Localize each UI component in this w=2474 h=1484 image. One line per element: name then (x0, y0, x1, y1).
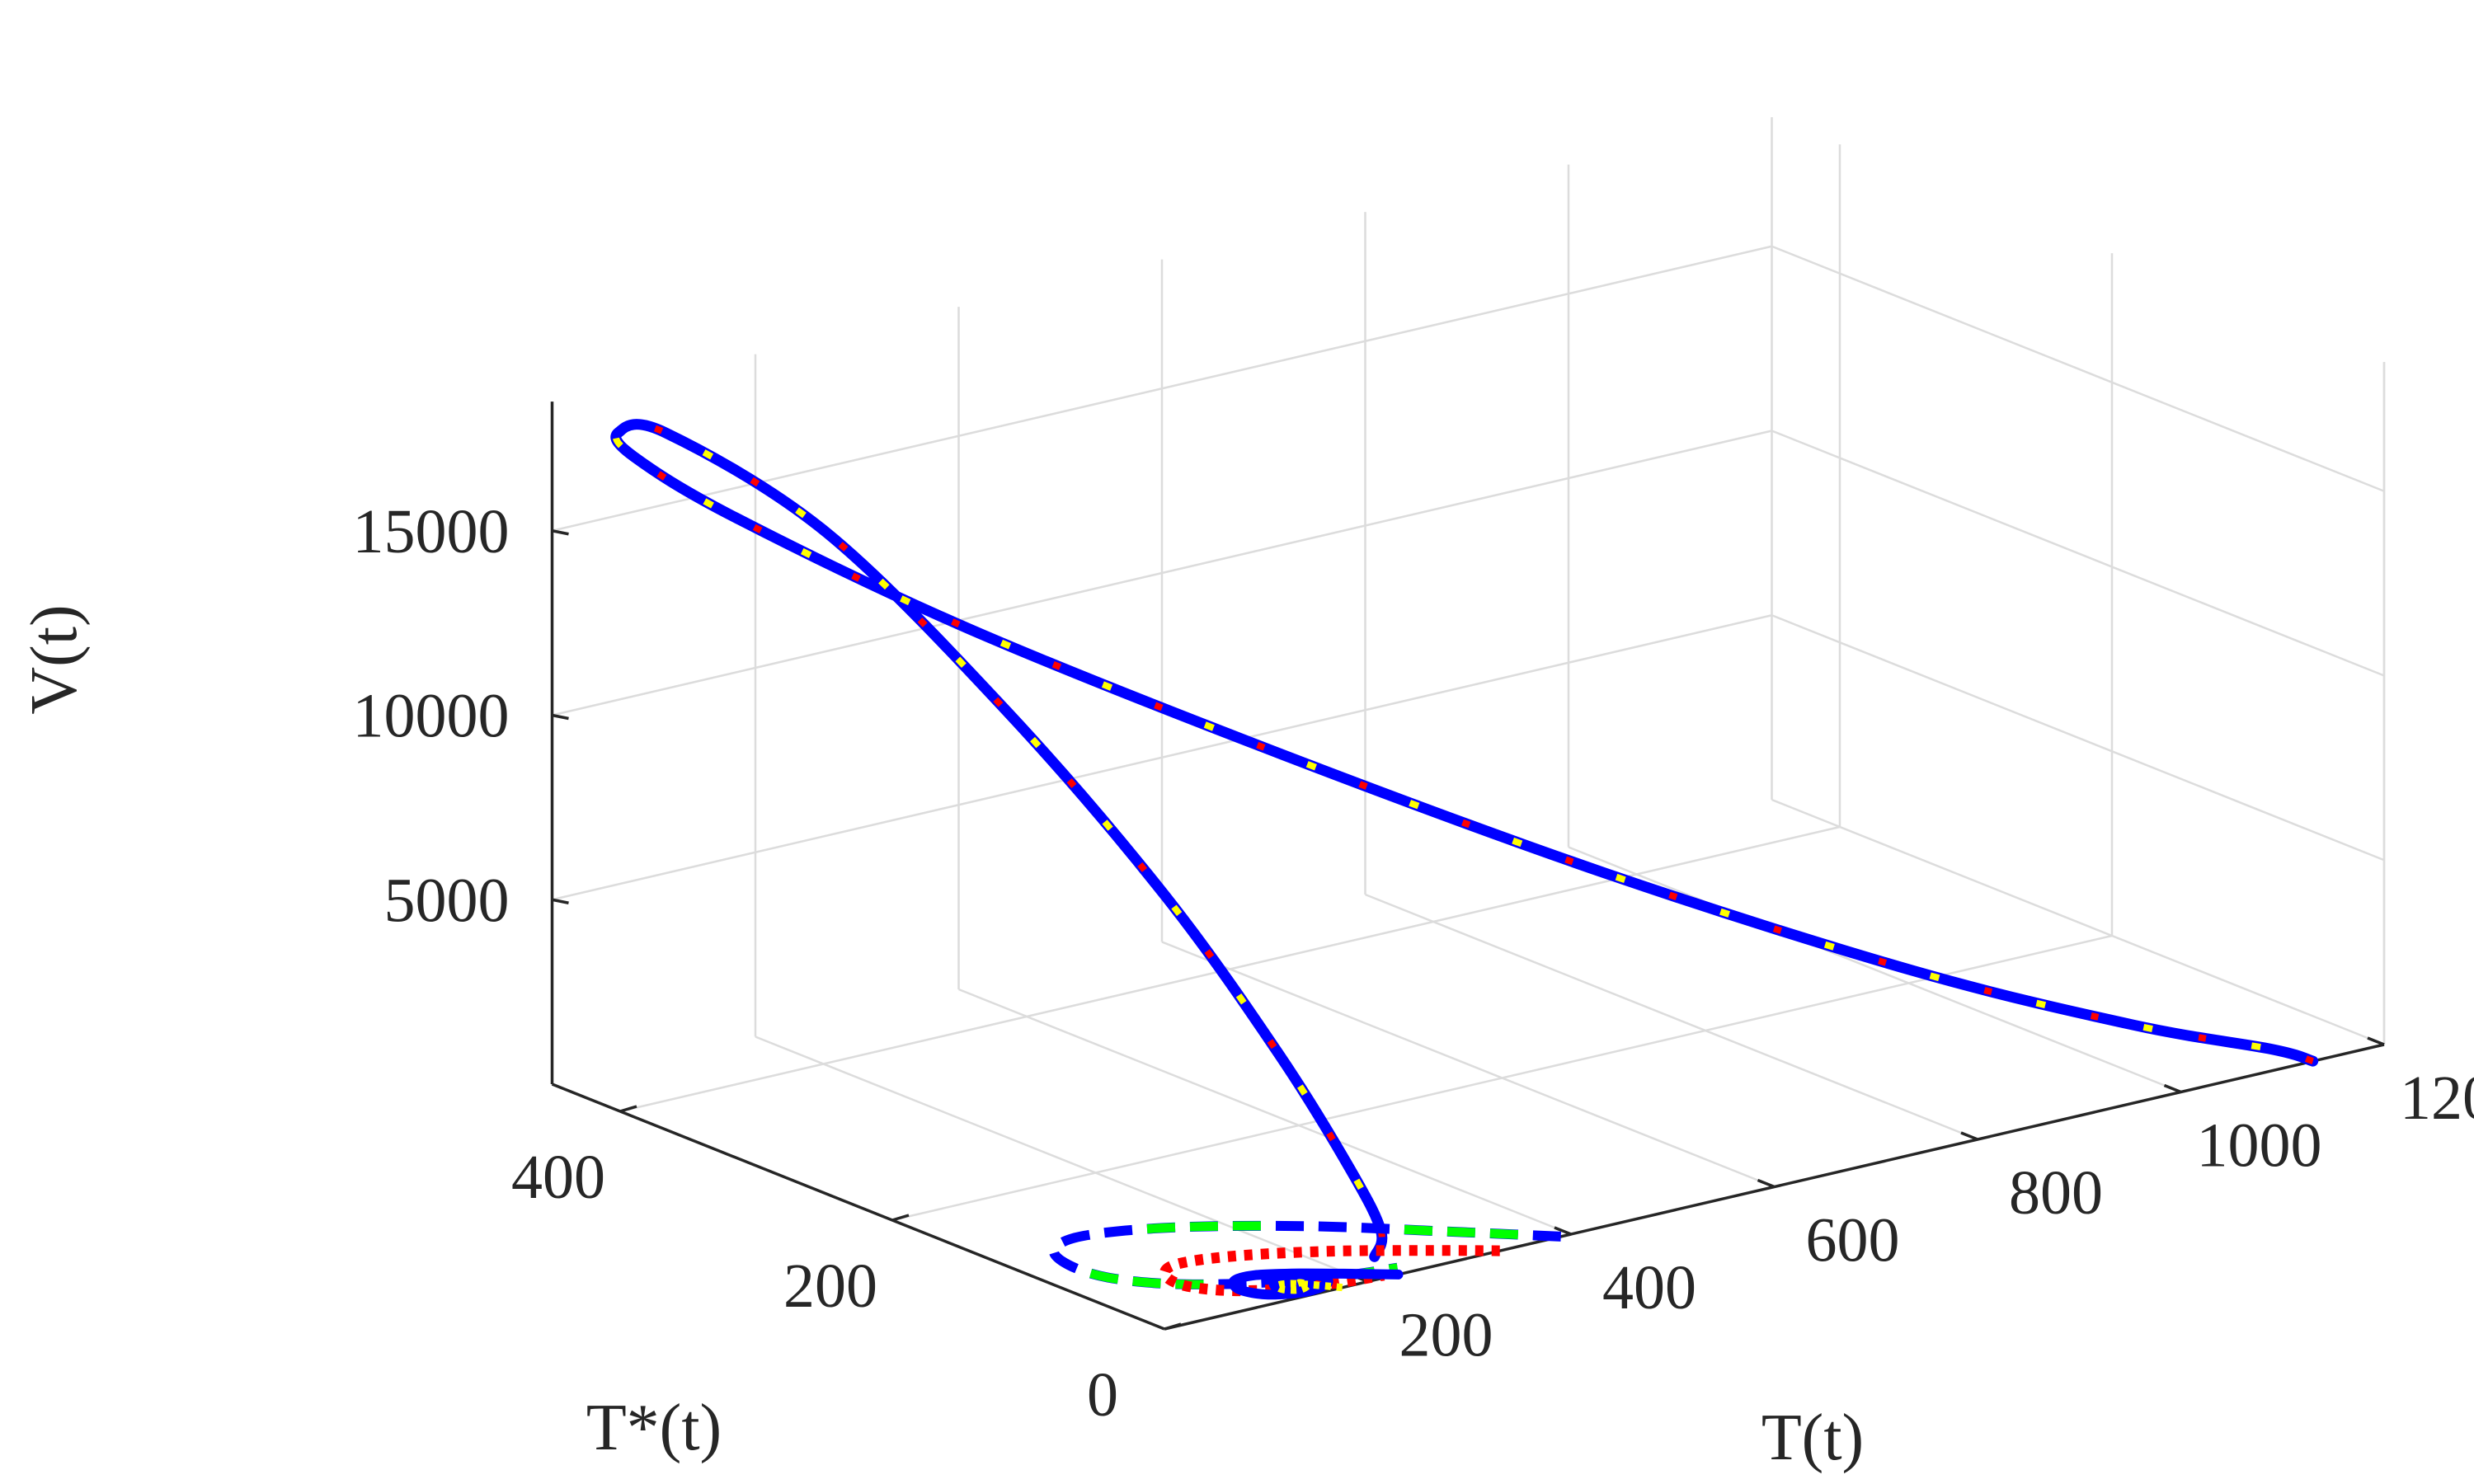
y-tick-mark (619, 1105, 637, 1113)
grid-line-x-floor (958, 988, 1572, 1236)
z-tick-mark (552, 529, 569, 536)
y-axis-label: T*(t) (586, 1392, 722, 1464)
grid-line-z-side (1771, 245, 2385, 492)
z-tick-label: 10000 (353, 682, 510, 751)
series-line-dashes (612, 420, 2314, 1258)
x-tick-label: 1000 (2197, 1111, 2322, 1181)
tick-labels: 200 400 600 800 1000 1200 0 200 400 5000 10000 1500… (353, 497, 2474, 1430)
y-tick-label: 400 (511, 1143, 605, 1212)
series-line (1273, 1279, 1343, 1294)
series-1 (610, 419, 2319, 1262)
y-tick-mark (1164, 1322, 1182, 1331)
x-tick-mark (2367, 1036, 2385, 1046)
x-tick-mark (1757, 1178, 1776, 1189)
y-axis-line (551, 1082, 1165, 1331)
grid-line-x-floor (1568, 846, 2181, 1093)
x-tick-mark (1554, 1226, 1572, 1236)
x-tick-mark (1960, 1131, 1978, 1141)
axes (550, 402, 2385, 1331)
series-layer (610, 419, 2319, 1300)
grid-line-y-floor (619, 825, 1841, 1113)
z-tick-mark (552, 898, 569, 904)
grid-line-x-floor (1771, 798, 2385, 1046)
z-axis-label: V(t) (18, 604, 91, 714)
series-2 (1049, 1220, 1561, 1289)
y-tick-label: 0 (1087, 1360, 1118, 1430)
grid-line-z-side (1771, 430, 2385, 677)
x-tick-label: 600 (1806, 1206, 1900, 1275)
x-tick-label: 1200 (2400, 1064, 2474, 1133)
grid-line-x-floor (1365, 893, 1978, 1141)
y-tick-mark (891, 1214, 910, 1222)
series-line (1228, 1268, 1404, 1300)
grid-line-x-floor (755, 1036, 1368, 1283)
grid-line-z-side (1771, 614, 2385, 862)
series-5 (1273, 1279, 1343, 1294)
y-tick-label: 200 (783, 1252, 877, 1321)
z-tick-mark (552, 713, 569, 721)
series-line (610, 419, 2319, 1262)
series-line-dashes (612, 420, 2314, 1258)
grid-line-y-floor (891, 934, 2113, 1222)
x-tick-mark (2163, 1083, 2182, 1094)
grid-lines (551, 117, 2386, 1331)
series-4 (1228, 1268, 1404, 1300)
x-tick-label: 400 (1602, 1253, 1696, 1322)
z-tick-label: 5000 (384, 866, 510, 935)
grid-line-z-back (552, 430, 1772, 716)
x-tick-label: 200 (1399, 1301, 1493, 1370)
x-tick-label: 800 (2009, 1158, 2103, 1228)
x-axis-label: T(t) (1761, 1402, 1864, 1474)
grid-line-z-back (552, 614, 1772, 901)
z-tick-label: 15000 (353, 497, 510, 566)
grid-line-x-floor (1161, 941, 1775, 1188)
series-line (1049, 1220, 1561, 1289)
